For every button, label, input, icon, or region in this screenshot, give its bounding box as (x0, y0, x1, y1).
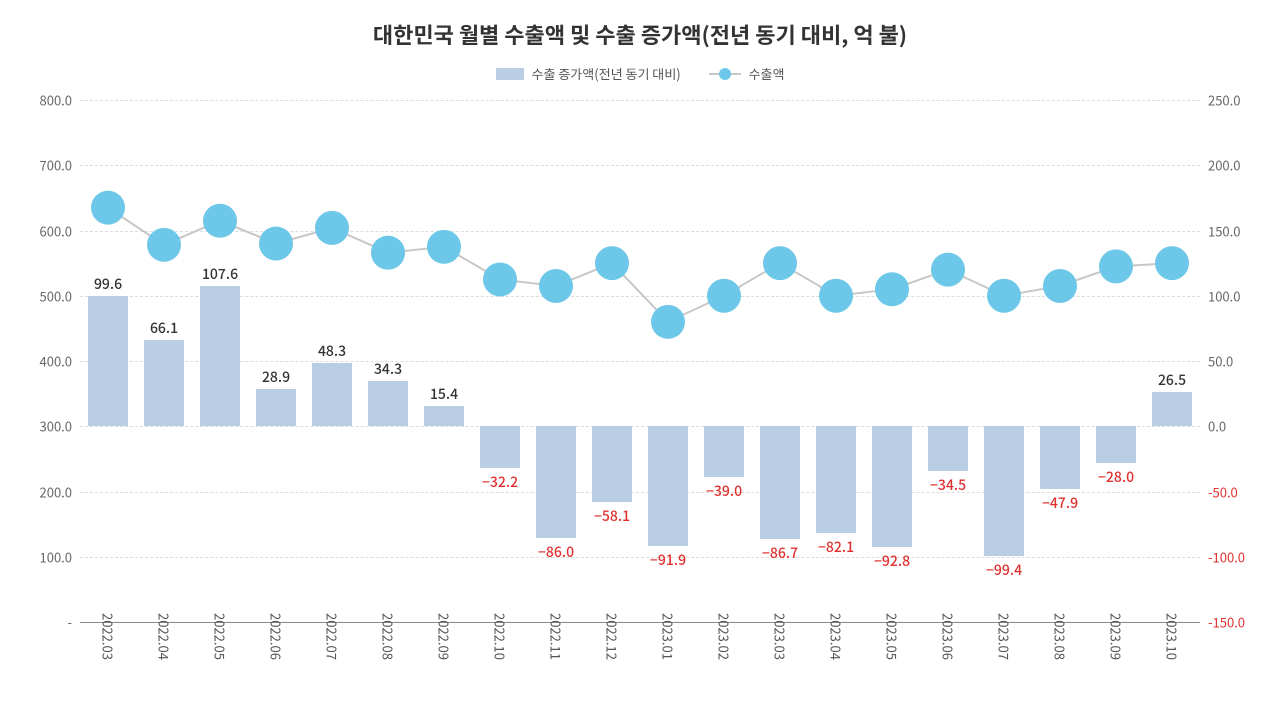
x-tick-label: 2022.08 (379, 613, 398, 660)
y-right-tick: -50.0 (1208, 482, 1258, 501)
x-tick-label: 2022.06 (267, 613, 286, 660)
bar-value-label: −92.8 (874, 551, 910, 571)
x-tick-label: 2022.12 (603, 613, 622, 660)
bar-value-label: −32.2 (482, 472, 518, 492)
line-marker (763, 246, 797, 280)
x-tick-label: 2022.04 (155, 613, 174, 660)
legend: 수출 증가액(전년 동기 대비) 수출액 (0, 64, 1280, 83)
line-marker (91, 191, 125, 225)
x-tick-label: 2023.07 (995, 613, 1014, 660)
y-left-tick: 500.0 (22, 286, 72, 305)
x-tick-label: 2023.08 (1051, 613, 1070, 660)
line-marker (259, 227, 293, 261)
line-marker (203, 204, 237, 238)
x-tick-label: 2022.05 (211, 613, 230, 660)
x-tick-label: 2023.02 (715, 613, 734, 660)
line-marker (987, 279, 1021, 313)
x-tick-label: 2022.09 (435, 613, 454, 660)
y-right-tick: 100.0 (1208, 286, 1258, 305)
bar-value-label: −86.7 (762, 543, 798, 563)
line-marker (1043, 269, 1077, 303)
bar-value-label: 26.5 (1158, 370, 1186, 390)
y-left-tick: 400.0 (22, 352, 72, 371)
bar-value-label: 28.9 (262, 367, 290, 387)
line-marker (315, 211, 349, 245)
bar-value-label: −39.0 (706, 481, 742, 501)
x-tick-label: 2023.10 (1163, 613, 1182, 660)
line-marker (931, 253, 965, 287)
bar-value-label: 48.3 (318, 341, 346, 361)
line-marker (875, 272, 909, 306)
line-marker (539, 269, 573, 303)
y-left-tick: 100.0 (22, 547, 72, 566)
line-marker (1155, 246, 1189, 280)
line-marker (595, 246, 629, 280)
y-left-tick: - (22, 613, 72, 632)
legend-line: 수출액 (709, 64, 785, 83)
line-marker (1099, 249, 1133, 283)
bar-value-label: 66.1 (150, 318, 178, 338)
x-axis (80, 622, 1200, 623)
y-right-tick: 150.0 (1208, 221, 1258, 240)
x-tick-label: 2023.01 (659, 613, 678, 660)
legend-bar: 수출 증가액(전년 동기 대비) (496, 64, 681, 83)
bar-value-label: 34.3 (374, 359, 402, 379)
line-swatch-icon (709, 68, 741, 80)
bar-value-label: −47.9 (1042, 493, 1078, 513)
legend-bar-label: 수출 증가액(전년 동기 대비) (532, 64, 681, 83)
line-marker (427, 230, 461, 264)
bar-value-label: 107.6 (202, 264, 238, 284)
y-right-tick: 50.0 (1208, 352, 1258, 371)
y-right-tick: 200.0 (1208, 156, 1258, 175)
line-marker (371, 236, 405, 270)
bar-value-label: −82.1 (818, 537, 854, 557)
line-marker (483, 262, 517, 296)
y-right-tick: -100.0 (1208, 547, 1258, 566)
x-tick-label: 2022.07 (323, 613, 342, 660)
x-tick-label: 2023.09 (1107, 613, 1126, 660)
line-layer (80, 100, 1200, 622)
y-right-tick: -150.0 (1208, 613, 1258, 632)
x-tick-label: 2023.03 (771, 613, 790, 660)
y-left-tick: 200.0 (22, 482, 72, 501)
bar-value-label: −86.0 (538, 542, 574, 562)
bar-swatch-icon (496, 68, 524, 80)
bar-value-label: −99.4 (986, 560, 1022, 580)
line-marker (819, 279, 853, 313)
x-tick-label: 2022.03 (99, 613, 118, 660)
bar-value-label: 15.4 (430, 384, 458, 404)
bar-value-label: −91.9 (650, 550, 686, 570)
x-tick-label: 2022.11 (547, 613, 566, 660)
y-right-tick: 250.0 (1208, 91, 1258, 110)
plot-area: --150.0100.0-100.0200.0-50.0300.00.0400.… (80, 100, 1200, 622)
x-tick-label: 2022.10 (491, 613, 510, 660)
y-left-tick: 700.0 (22, 156, 72, 175)
bar-value-label: −28.0 (1098, 467, 1134, 487)
x-tick-label: 2023.06 (939, 613, 958, 660)
bar-value-label: 99.6 (94, 274, 122, 294)
x-tick-label: 2023.05 (883, 613, 902, 660)
bar-value-label: −34.5 (930, 475, 966, 495)
line-marker (707, 279, 741, 313)
line-marker (147, 228, 181, 262)
chart-title: 대한민국 월별 수출액 및 수출 증가액(전년 동기 대비, 억 불) (0, 0, 1280, 50)
line-marker (651, 305, 685, 339)
bar-value-label: −58.1 (594, 506, 630, 526)
x-tick-label: 2023.04 (827, 613, 846, 660)
y-left-tick: 300.0 (22, 417, 72, 436)
legend-line-label: 수출액 (749, 64, 785, 83)
y-left-tick: 800.0 (22, 91, 72, 110)
y-left-tick: 600.0 (22, 221, 72, 240)
y-right-tick: 0.0 (1208, 417, 1258, 436)
